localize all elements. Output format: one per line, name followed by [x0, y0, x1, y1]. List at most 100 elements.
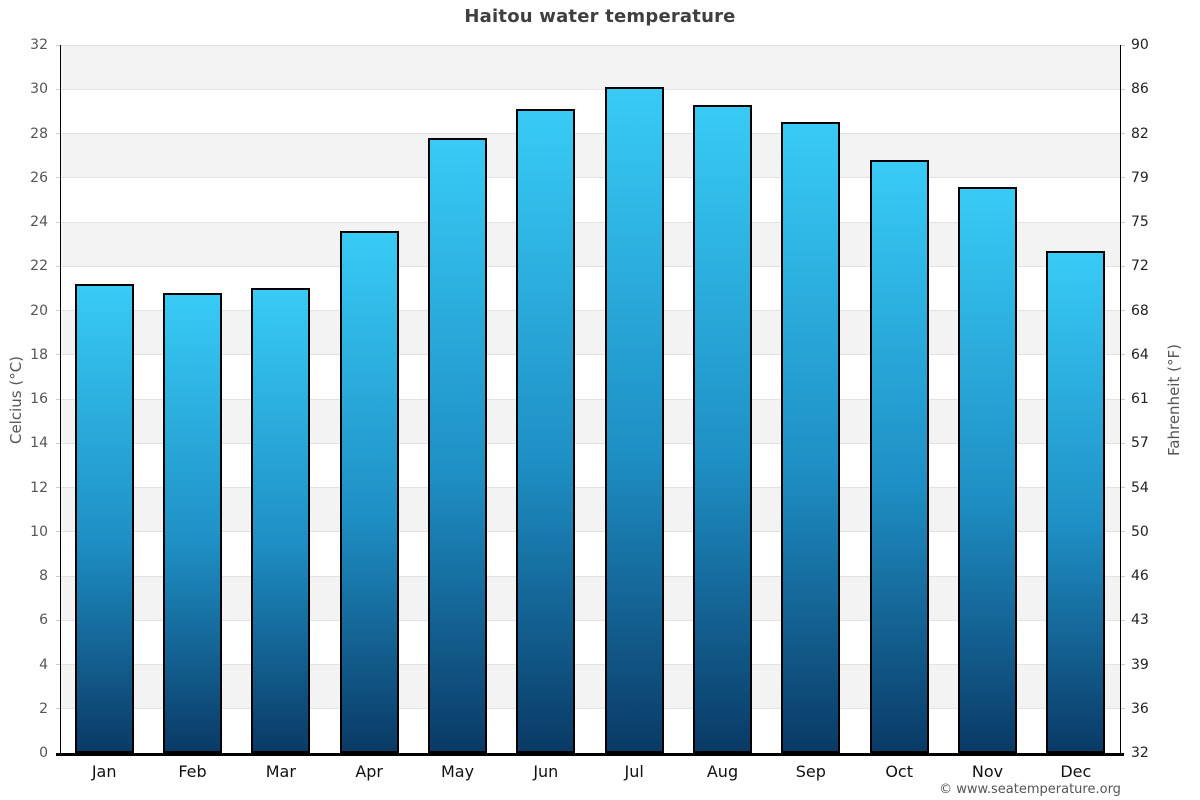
y-tick-fahrenheit: 36 — [1131, 700, 1149, 717]
bar-jan[interactable] — [74, 283, 134, 753]
y-tick-fahrenheit: 32 — [1131, 745, 1149, 761]
axis-tick — [56, 133, 60, 134]
bar-mar[interactable] — [251, 288, 311, 753]
y-tick-celsius: 0 — [39, 745, 48, 761]
y-tick-celsius: 12 — [30, 479, 48, 496]
axis-tick — [56, 44, 60, 46]
axis-tick — [1121, 44, 1125, 46]
x-tick-mar: Mar — [265, 762, 296, 781]
gridline — [60, 133, 1120, 134]
x-tick-apr: Apr — [355, 762, 383, 781]
bar-jul[interactable] — [604, 87, 664, 753]
axis-tick — [56, 177, 60, 179]
y-tick-celsius: 24 — [30, 214, 48, 230]
y-tick-fahrenheit: 61 — [1131, 391, 1149, 407]
axis-tick — [1121, 354, 1125, 356]
x-tick-dec: Dec — [1060, 762, 1092, 781]
plot-band — [60, 620, 1120, 665]
bar-dec[interactable] — [1046, 250, 1106, 753]
axis-tick — [56, 442, 60, 444]
axis-tick — [56, 265, 60, 267]
axis-tick — [56, 708, 60, 710]
bar-sep[interactable] — [781, 122, 841, 753]
axis-tick — [56, 88, 60, 90]
x-tick-jun: Jun — [533, 762, 559, 781]
gridline — [60, 354, 1120, 356]
bar-apr[interactable] — [339, 230, 399, 753]
y-tick-celsius: 28 — [30, 125, 48, 142]
gridline — [60, 531, 1120, 533]
plot-band — [60, 133, 1120, 178]
bar-aug[interactable] — [693, 104, 752, 753]
gridline — [60, 44, 1120, 46]
x-tick-may: May — [440, 762, 475, 781]
y-tick-celsius: 4 — [39, 656, 48, 673]
y-tick-fahrenheit: 82 — [1131, 125, 1149, 142]
y-tick-fahrenheit: 72 — [1131, 258, 1149, 275]
y-tick-fahrenheit: 75 — [1131, 214, 1149, 230]
axis-tick — [56, 531, 60, 533]
plot-band — [60, 708, 1120, 753]
bar-jun[interactable] — [516, 109, 576, 753]
plot-band — [60, 399, 1120, 444]
axis-tick — [1121, 531, 1125, 533]
gridline — [60, 265, 1120, 267]
y-axis-right-line — [1120, 45, 1121, 754]
y-tick-celsius: 18 — [30, 346, 48, 363]
axis-tick — [1121, 575, 1125, 577]
gridline — [60, 221, 1120, 223]
gridline — [60, 708, 1120, 710]
axis-tick — [56, 619, 60, 621]
gridline — [60, 664, 1120, 665]
y-tick-celsius: 6 — [39, 612, 48, 629]
axis-tick — [56, 310, 60, 311]
x-tick-oct: Oct — [885, 762, 913, 781]
x-tick-feb: Feb — [178, 762, 207, 781]
plot-band — [60, 354, 1120, 399]
y-tick-celsius: 10 — [30, 523, 48, 540]
x-tick-nov: Nov — [971, 762, 1004, 781]
plot-band — [60, 576, 1120, 621]
y-tick-celsius: 30 — [30, 81, 48, 98]
plot-band — [60, 531, 1120, 576]
plot-band — [60, 310, 1120, 355]
gridline — [60, 177, 1120, 179]
axis-tick — [56, 221, 60, 223]
y-tick-celsius: 16 — [30, 391, 48, 407]
y-tick-fahrenheit: 68 — [1131, 302, 1149, 319]
y-tick-celsius: 20 — [30, 302, 48, 319]
y-tick-fahrenheit: 64 — [1131, 346, 1149, 363]
bar-oct[interactable] — [869, 160, 929, 753]
copyright-watermark: © www.seatemperature.org — [939, 782, 1121, 797]
axis-tick — [1121, 619, 1125, 621]
axis-tick — [56, 354, 60, 356]
y-tick-fahrenheit: 57 — [1131, 435, 1149, 452]
plot-band — [60, 266, 1120, 311]
axis-tick — [56, 664, 60, 665]
bar-nov[interactable] — [958, 186, 1017, 753]
y-tick-fahrenheit: 39 — [1131, 656, 1149, 673]
gridline — [60, 575, 1120, 577]
plot-band — [60, 177, 1120, 222]
x-axis-line — [56, 753, 1124, 756]
y-axis-left-line — [60, 45, 61, 754]
axis-tick — [56, 575, 60, 577]
bar-may[interactable] — [428, 137, 487, 753]
gridline — [60, 88, 1120, 90]
bar-feb[interactable] — [163, 292, 222, 753]
chart-title: Haitou water temperature — [464, 6, 736, 27]
axis-tick — [56, 487, 60, 488]
y-tick-celsius: 8 — [39, 568, 48, 584]
axis-tick — [1121, 487, 1125, 488]
gridline — [60, 487, 1120, 488]
y-tick-celsius: 22 — [30, 258, 48, 275]
axis-tick — [1121, 133, 1125, 134]
y-tick-celsius: 32 — [30, 37, 48, 53]
plot-band — [60, 487, 1120, 532]
axis-tick — [1121, 398, 1125, 400]
axis-tick — [1121, 88, 1125, 90]
y-tick-fahrenheit: 46 — [1131, 568, 1149, 584]
gridline — [60, 442, 1120, 444]
axis-tick — [1121, 221, 1125, 223]
plot-band — [60, 89, 1120, 134]
